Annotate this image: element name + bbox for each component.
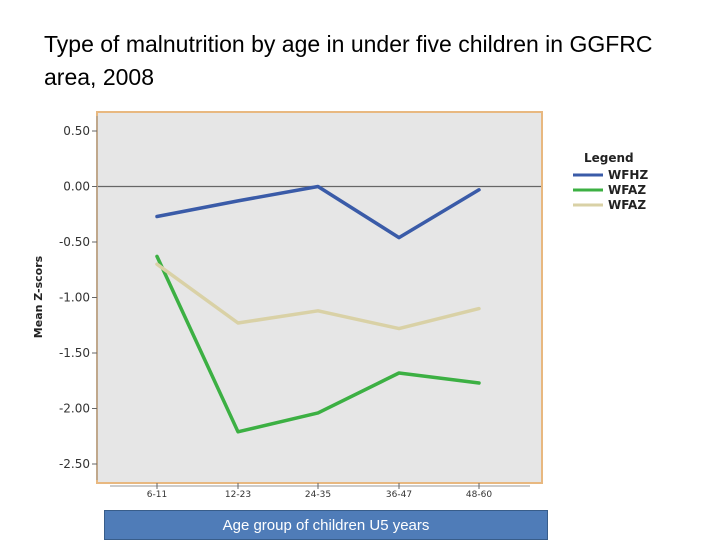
slide-title: Type of malnutrition by age in under fiv… — [44, 31, 653, 90]
x-axis-label: Age group of children U5 years — [104, 510, 548, 540]
y-tick-label: 0.50 — [63, 124, 90, 138]
x-tick-label: 24-35 — [305, 490, 331, 500]
y-tick-label: -1.50 — [59, 346, 90, 360]
plot-area — [96, 111, 543, 484]
legend-title: Legend — [584, 151, 634, 165]
y-tick-label: -2.50 — [59, 457, 90, 471]
y-tick-label: -1.00 — [59, 291, 90, 305]
y-tick-label: -0.50 — [59, 235, 90, 249]
legend-entry: WFHZ — [608, 168, 648, 182]
x-tick-label: 6-11 — [147, 490, 167, 500]
series-line-wfaz-2 — [155, 254, 481, 434]
legend-entry: WFAZ — [608, 198, 646, 212]
series-line-wfaz-3 — [155, 262, 481, 331]
y-axis-label: Mean Z-scors — [32, 255, 45, 338]
series-lines — [155, 184, 481, 434]
x-tick-label: 48-60 — [466, 490, 492, 500]
x-tick-label: 36-47 — [386, 490, 412, 500]
x-axis: 6-11 12-23 24-35 36-47 48-60 — [110, 483, 530, 500]
y-tick-label: -2.00 — [59, 402, 90, 416]
x-tick-label: 12-23 — [225, 490, 251, 500]
series-line-wfhz-1 — [155, 184, 481, 240]
y-tick-label: 0.00 — [63, 180, 90, 194]
legend-entry: WFAZ — [608, 183, 646, 197]
y-axis: 0.50 0.00 -0.50 -1.00 -1.50 -2.00 -2.50 — [59, 116, 98, 480]
